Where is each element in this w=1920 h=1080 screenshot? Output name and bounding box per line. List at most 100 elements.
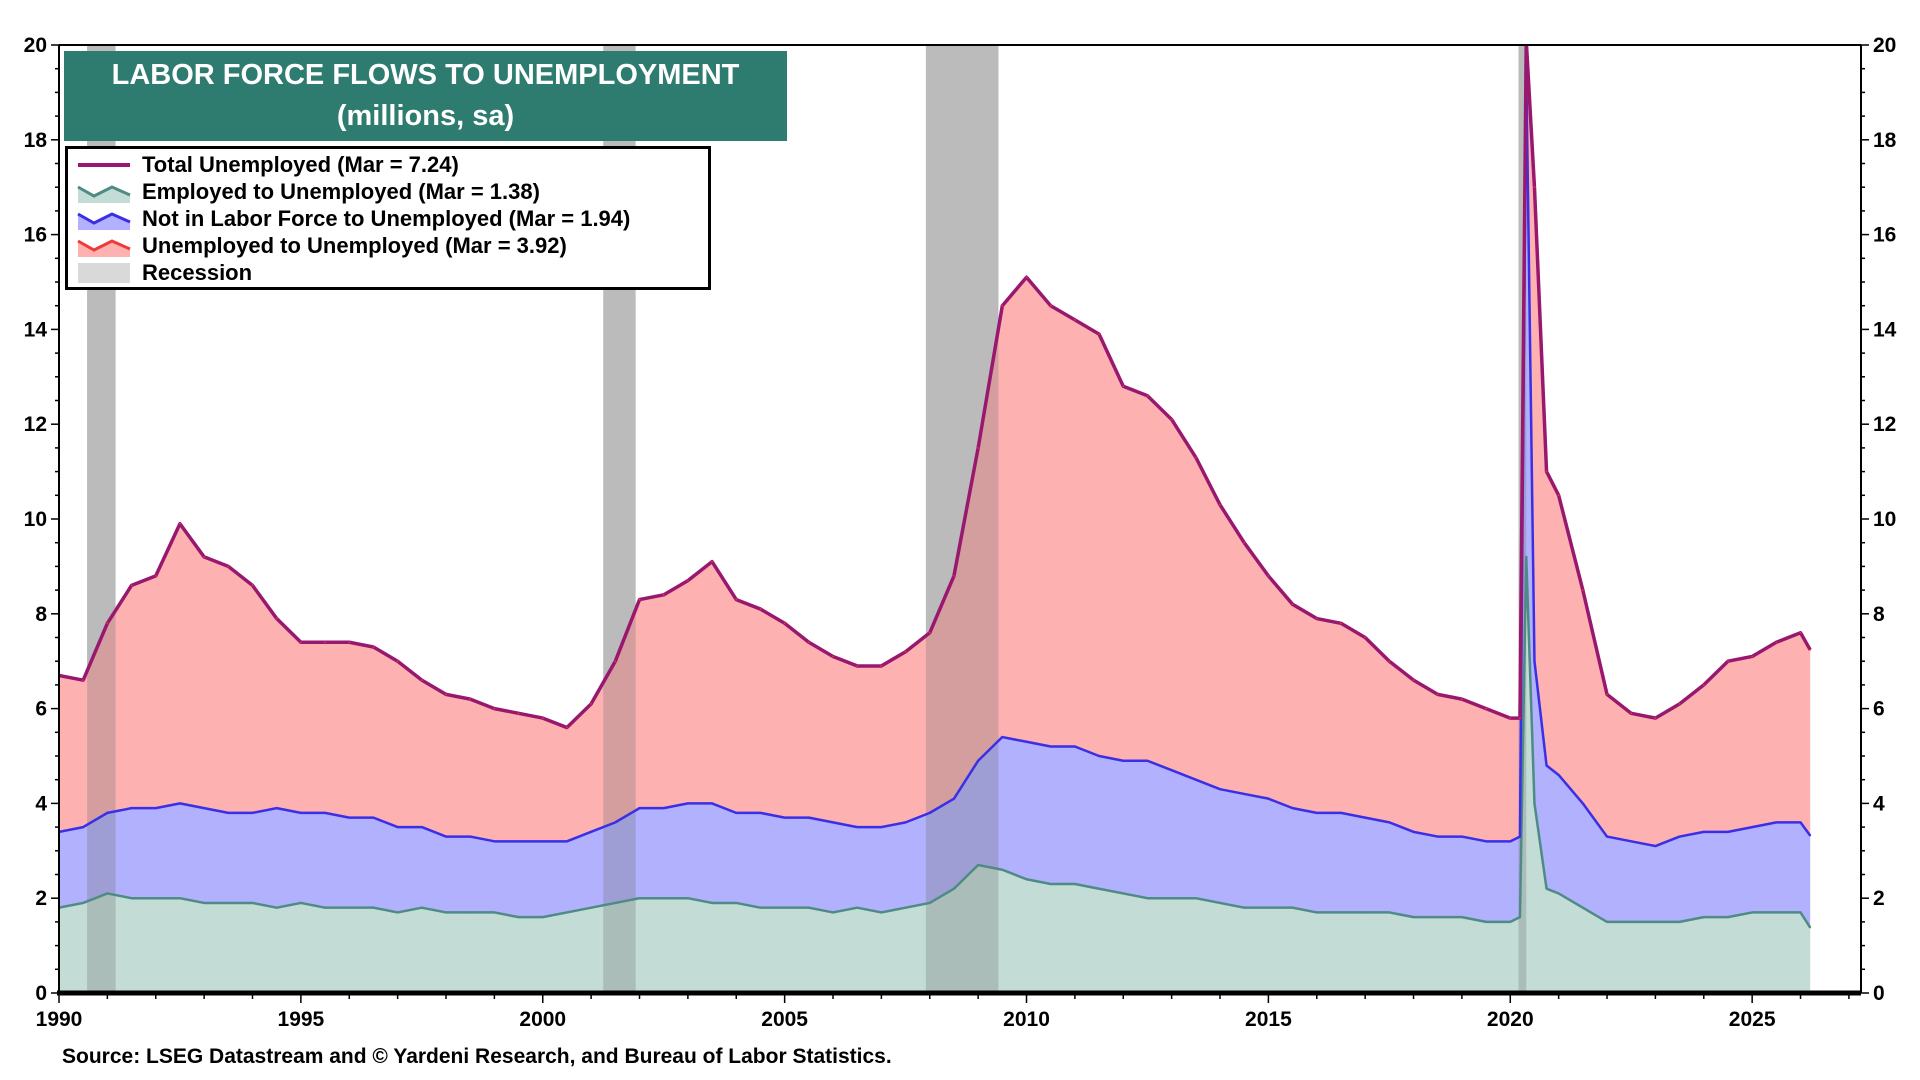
data-point-series-1 <box>928 812 931 814</box>
x-tick-label: 1995 <box>278 1008 325 1031</box>
chart-title: LABOR FORCE FLOWS TO UNEMPLOYMENT <box>111 59 740 91</box>
data-point-series-1 <box>227 812 230 814</box>
data-point-series-1 <box>1545 764 1548 767</box>
data-point-series-0 <box>759 906 762 909</box>
x-tick-label: 2005 <box>761 1008 808 1031</box>
data-point-series-0 <box>396 911 399 914</box>
data-point-series-2 <box>1545 470 1548 473</box>
data-point-series-0 <box>856 906 859 909</box>
data-point-series-0 <box>1630 921 1633 923</box>
data-point-series-1 <box>880 826 883 828</box>
data-point-series-0 <box>1340 911 1342 914</box>
data-point-series-0 <box>1702 916 1705 918</box>
data-point-series-0 <box>1654 921 1657 923</box>
data-point-series-0 <box>1545 887 1548 890</box>
data-point-series-1 <box>179 802 181 805</box>
data-point-series-1 <box>1525 67 1528 70</box>
y-tick-label-right: 12 <box>1873 413 1896 436</box>
data-point-series-2 <box>1098 333 1100 335</box>
y-tick-label-left: 2 <box>35 887 47 910</box>
data-point-series-0 <box>1146 897 1149 899</box>
data-point-series-0 <box>1364 911 1366 914</box>
data-point-series-0 <box>106 892 109 895</box>
data-point-series-0 <box>1727 916 1729 918</box>
data-point-series-0 <box>783 906 786 909</box>
data-point-series-2 <box>396 660 399 662</box>
data-point-series-1 <box>566 840 568 843</box>
data-point-series-0 <box>1509 921 1512 923</box>
data-point-series-2 <box>445 693 447 696</box>
y-tick-label-right: 8 <box>1873 603 1885 626</box>
legend-label: Total Unemployed (Mar = 7.24) <box>142 151 459 177</box>
data-point-series-0 <box>566 911 568 914</box>
data-point-series-2 <box>1170 418 1173 421</box>
data-point-series-1 <box>275 807 278 809</box>
data-point-series-2 <box>1519 717 1521 719</box>
data-point-series-1 <box>1001 736 1004 738</box>
data-point-series-1 <box>1727 831 1729 833</box>
data-point-series-1 <box>1509 840 1512 843</box>
data-point-series-1 <box>1702 831 1705 833</box>
data-point-series-0 <box>1799 911 1802 914</box>
data-point-series-0 <box>662 897 665 899</box>
data-point-series-2 <box>1122 385 1125 388</box>
legend-label: Recession <box>142 259 253 285</box>
legend-label: Employed to Unemployed (Mar = 1.38) <box>142 178 540 204</box>
data-point-series-1 <box>1461 835 1463 838</box>
data-point-series-2 <box>1412 679 1415 681</box>
data-point-series-0 <box>928 902 931 904</box>
data-point-series-0 <box>1001 868 1004 871</box>
data-point-series-0 <box>300 902 302 904</box>
data-point-series-2 <box>977 447 979 449</box>
data-point-series-0 <box>1582 906 1584 909</box>
data-point-series-2 <box>566 726 568 729</box>
data-point-series-2 <box>1195 456 1197 459</box>
data-point-series-2 <box>324 641 326 644</box>
data-point-series-0 <box>154 897 157 899</box>
data-point-series-2 <box>880 665 883 667</box>
data-point-series-0 <box>1775 911 1778 914</box>
data-point-series-0 <box>711 902 713 904</box>
data-point-series-2 <box>1654 717 1657 719</box>
legend-swatch-employed <box>77 184 131 203</box>
data-point-series-2 <box>1291 603 1294 606</box>
data-point-series-0 <box>687 897 689 899</box>
data-point-series-0 <box>1122 892 1125 895</box>
data-point-series-2 <box>614 660 617 662</box>
data-point-series-2 <box>662 594 665 596</box>
y-tick-label-right: 6 <box>1873 698 1885 721</box>
legend-swatch-recession <box>78 262 130 283</box>
data-point-series-2 <box>1146 394 1149 397</box>
data-point-series-2 <box>372 646 375 648</box>
data-point-series-0 <box>1315 911 1318 914</box>
data-point-series-1 <box>1291 807 1294 809</box>
data-point-series-1 <box>1654 845 1657 847</box>
data-point-series-1 <box>759 812 762 814</box>
y-tick-label-right: 4 <box>1873 792 1885 815</box>
data-point-series-1 <box>300 812 302 814</box>
data-point-series-1 <box>1388 821 1391 824</box>
data-point-series-2 <box>227 565 230 568</box>
data-point-series-1 <box>348 816 351 819</box>
recession-overlay <box>925 45 999 993</box>
data-point-series-1 <box>517 840 520 843</box>
data-point-series-2 <box>348 641 351 644</box>
data-point-series-2 <box>953 575 955 577</box>
data-point-series-1 <box>445 835 447 838</box>
data-point-series-2 <box>1799 631 1802 634</box>
data-point-series-1 <box>1485 840 1487 843</box>
data-point-series-0 <box>953 887 955 890</box>
data-point-series-2 <box>1025 276 1028 279</box>
data-point-series-1 <box>1195 778 1197 781</box>
data-point-series-0 <box>445 911 447 914</box>
data-point-series-0 <box>1291 906 1294 909</box>
legend-item-recession: Recession <box>76 259 708 286</box>
data-point-series-2 <box>759 608 762 610</box>
legend-swatch-total <box>78 162 130 167</box>
y-tick-label-right: 16 <box>1873 224 1896 247</box>
data-point-series-2 <box>1557 494 1560 497</box>
data-point-series-0 <box>614 902 617 904</box>
data-point-series-1 <box>1267 797 1270 800</box>
y-tick-label-right: 14 <box>1873 318 1897 341</box>
data-point-series-0 <box>880 911 883 914</box>
